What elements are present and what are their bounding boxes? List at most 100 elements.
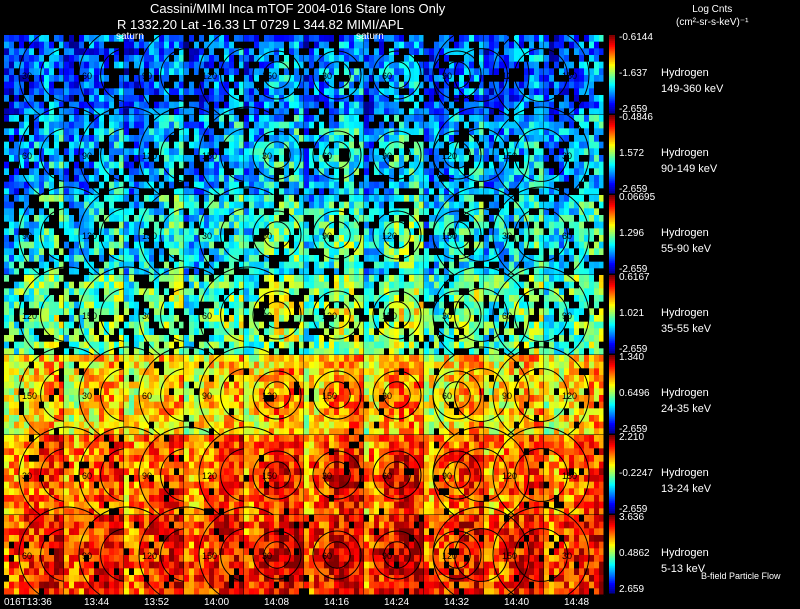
heatmap-cell (234, 221, 240, 229)
heatmap-cell (114, 248, 120, 256)
heatmap-cell (554, 88, 560, 96)
heatmap-cell (219, 141, 225, 149)
heatmap-cell (94, 248, 100, 256)
heatmap-cell (269, 41, 275, 49)
heatmap-cell (384, 88, 390, 96)
heatmap-cell (399, 228, 405, 236)
heatmap-cell (74, 248, 80, 256)
heatmap-cell (109, 348, 115, 356)
heatmap-cell (169, 35, 175, 42)
heatmap-cell (114, 288, 120, 296)
heatmap-cell (104, 195, 110, 202)
heatmap-cell (429, 41, 435, 49)
heatmap-cell (64, 228, 70, 236)
heatmap-cell (389, 61, 395, 69)
heatmap-cell (229, 108, 235, 116)
heatmap-cell (284, 155, 290, 162)
heatmap-cell (84, 95, 90, 102)
heatmap-cell (434, 135, 440, 142)
heatmap-cell (484, 135, 490, 142)
heatmap-cell (539, 101, 545, 109)
heatmap-cell (299, 181, 305, 189)
heatmap-cell (599, 208, 605, 216)
heatmap-cell (84, 128, 90, 136)
heatmap-cell (594, 68, 600, 76)
heatmap-cell (49, 301, 55, 309)
heatmap-cell (369, 35, 375, 42)
heatmap-cell (304, 55, 310, 62)
heatmap-cell (404, 261, 410, 269)
heatmap-cell (124, 135, 130, 142)
contour-line (323, 141, 351, 169)
heatmap-cell (69, 341, 75, 349)
heatmap-cell (199, 41, 205, 49)
heatmap-cell (284, 128, 290, 136)
heatmap-cell (584, 235, 590, 242)
heatmap-cell (119, 175, 125, 182)
heatmap-cell (564, 81, 570, 89)
heatmap-cell (479, 248, 485, 256)
heatmap-cell (584, 181, 590, 189)
heatmap-cell (144, 295, 150, 302)
heatmap-cell (534, 181, 540, 189)
heatmap-cell (589, 268, 595, 276)
heatmap-cell (189, 181, 195, 189)
heatmap-cell (64, 335, 70, 342)
heatmap-cell (34, 195, 40, 202)
heatmap-cell (564, 101, 570, 109)
heatmap-cell (9, 281, 15, 289)
heatmap-cell (224, 161, 230, 169)
heatmap-cell (369, 175, 375, 182)
heatmap-cell (49, 181, 55, 189)
heatmap-cell (49, 315, 55, 322)
heatmap-cell (524, 208, 530, 216)
heatmap-cell (184, 261, 190, 269)
heatmap-cell (439, 121, 445, 129)
heatmap-cell (164, 341, 170, 349)
heatmap-cell (589, 135, 595, 142)
heatmap-cell (404, 81, 410, 89)
heatmap-cell (409, 188, 415, 196)
heatmap-cell (449, 168, 455, 176)
heatmap-cell (9, 161, 15, 169)
heatmap-cell (419, 241, 425, 249)
heatmap-cell (209, 115, 215, 122)
heatmap-cell (54, 321, 60, 329)
heatmap-cell (599, 68, 605, 76)
heatmap-cell (444, 128, 450, 136)
heatmap-cell (339, 221, 345, 229)
heatmap-cell (504, 101, 510, 109)
contour-line (312, 210, 362, 260)
heatmap-cell (84, 261, 90, 269)
heatmap-cell (414, 168, 420, 176)
heatmap-cell (339, 168, 345, 176)
heatmap-cell (599, 168, 605, 176)
heatmap-cell (199, 181, 205, 189)
heatmap-cell (54, 308, 60, 316)
heatmap-cell (524, 108, 530, 116)
heatmap-cell (144, 281, 150, 289)
heatmap-cell (169, 235, 175, 242)
heatmap-cell (364, 81, 370, 89)
heatmap-cell (524, 75, 530, 82)
heatmap-cell (264, 215, 270, 222)
heatmap-cell (444, 268, 450, 276)
heatmap-cell (334, 168, 340, 176)
colorbar-segment (609, 91, 615, 94)
heatmap-cell (534, 41, 540, 49)
heatmap-cell (329, 121, 335, 129)
heatmap-cell (564, 181, 570, 189)
heatmap-cell (144, 128, 150, 136)
heatmap-cell (39, 288, 45, 296)
heatmap-cell (494, 75, 500, 82)
heatmap-cell (44, 308, 50, 316)
heatmap-cell (229, 115, 235, 122)
heatmap-cell (139, 61, 145, 69)
heatmap-cell (519, 221, 525, 229)
heatmap-cell (504, 48, 510, 56)
heatmap-cell (454, 55, 460, 62)
heatmap-cell (459, 121, 465, 129)
heatmap-cell (579, 201, 585, 209)
heatmap-cell (164, 175, 170, 182)
heatmap-cell (354, 261, 360, 269)
